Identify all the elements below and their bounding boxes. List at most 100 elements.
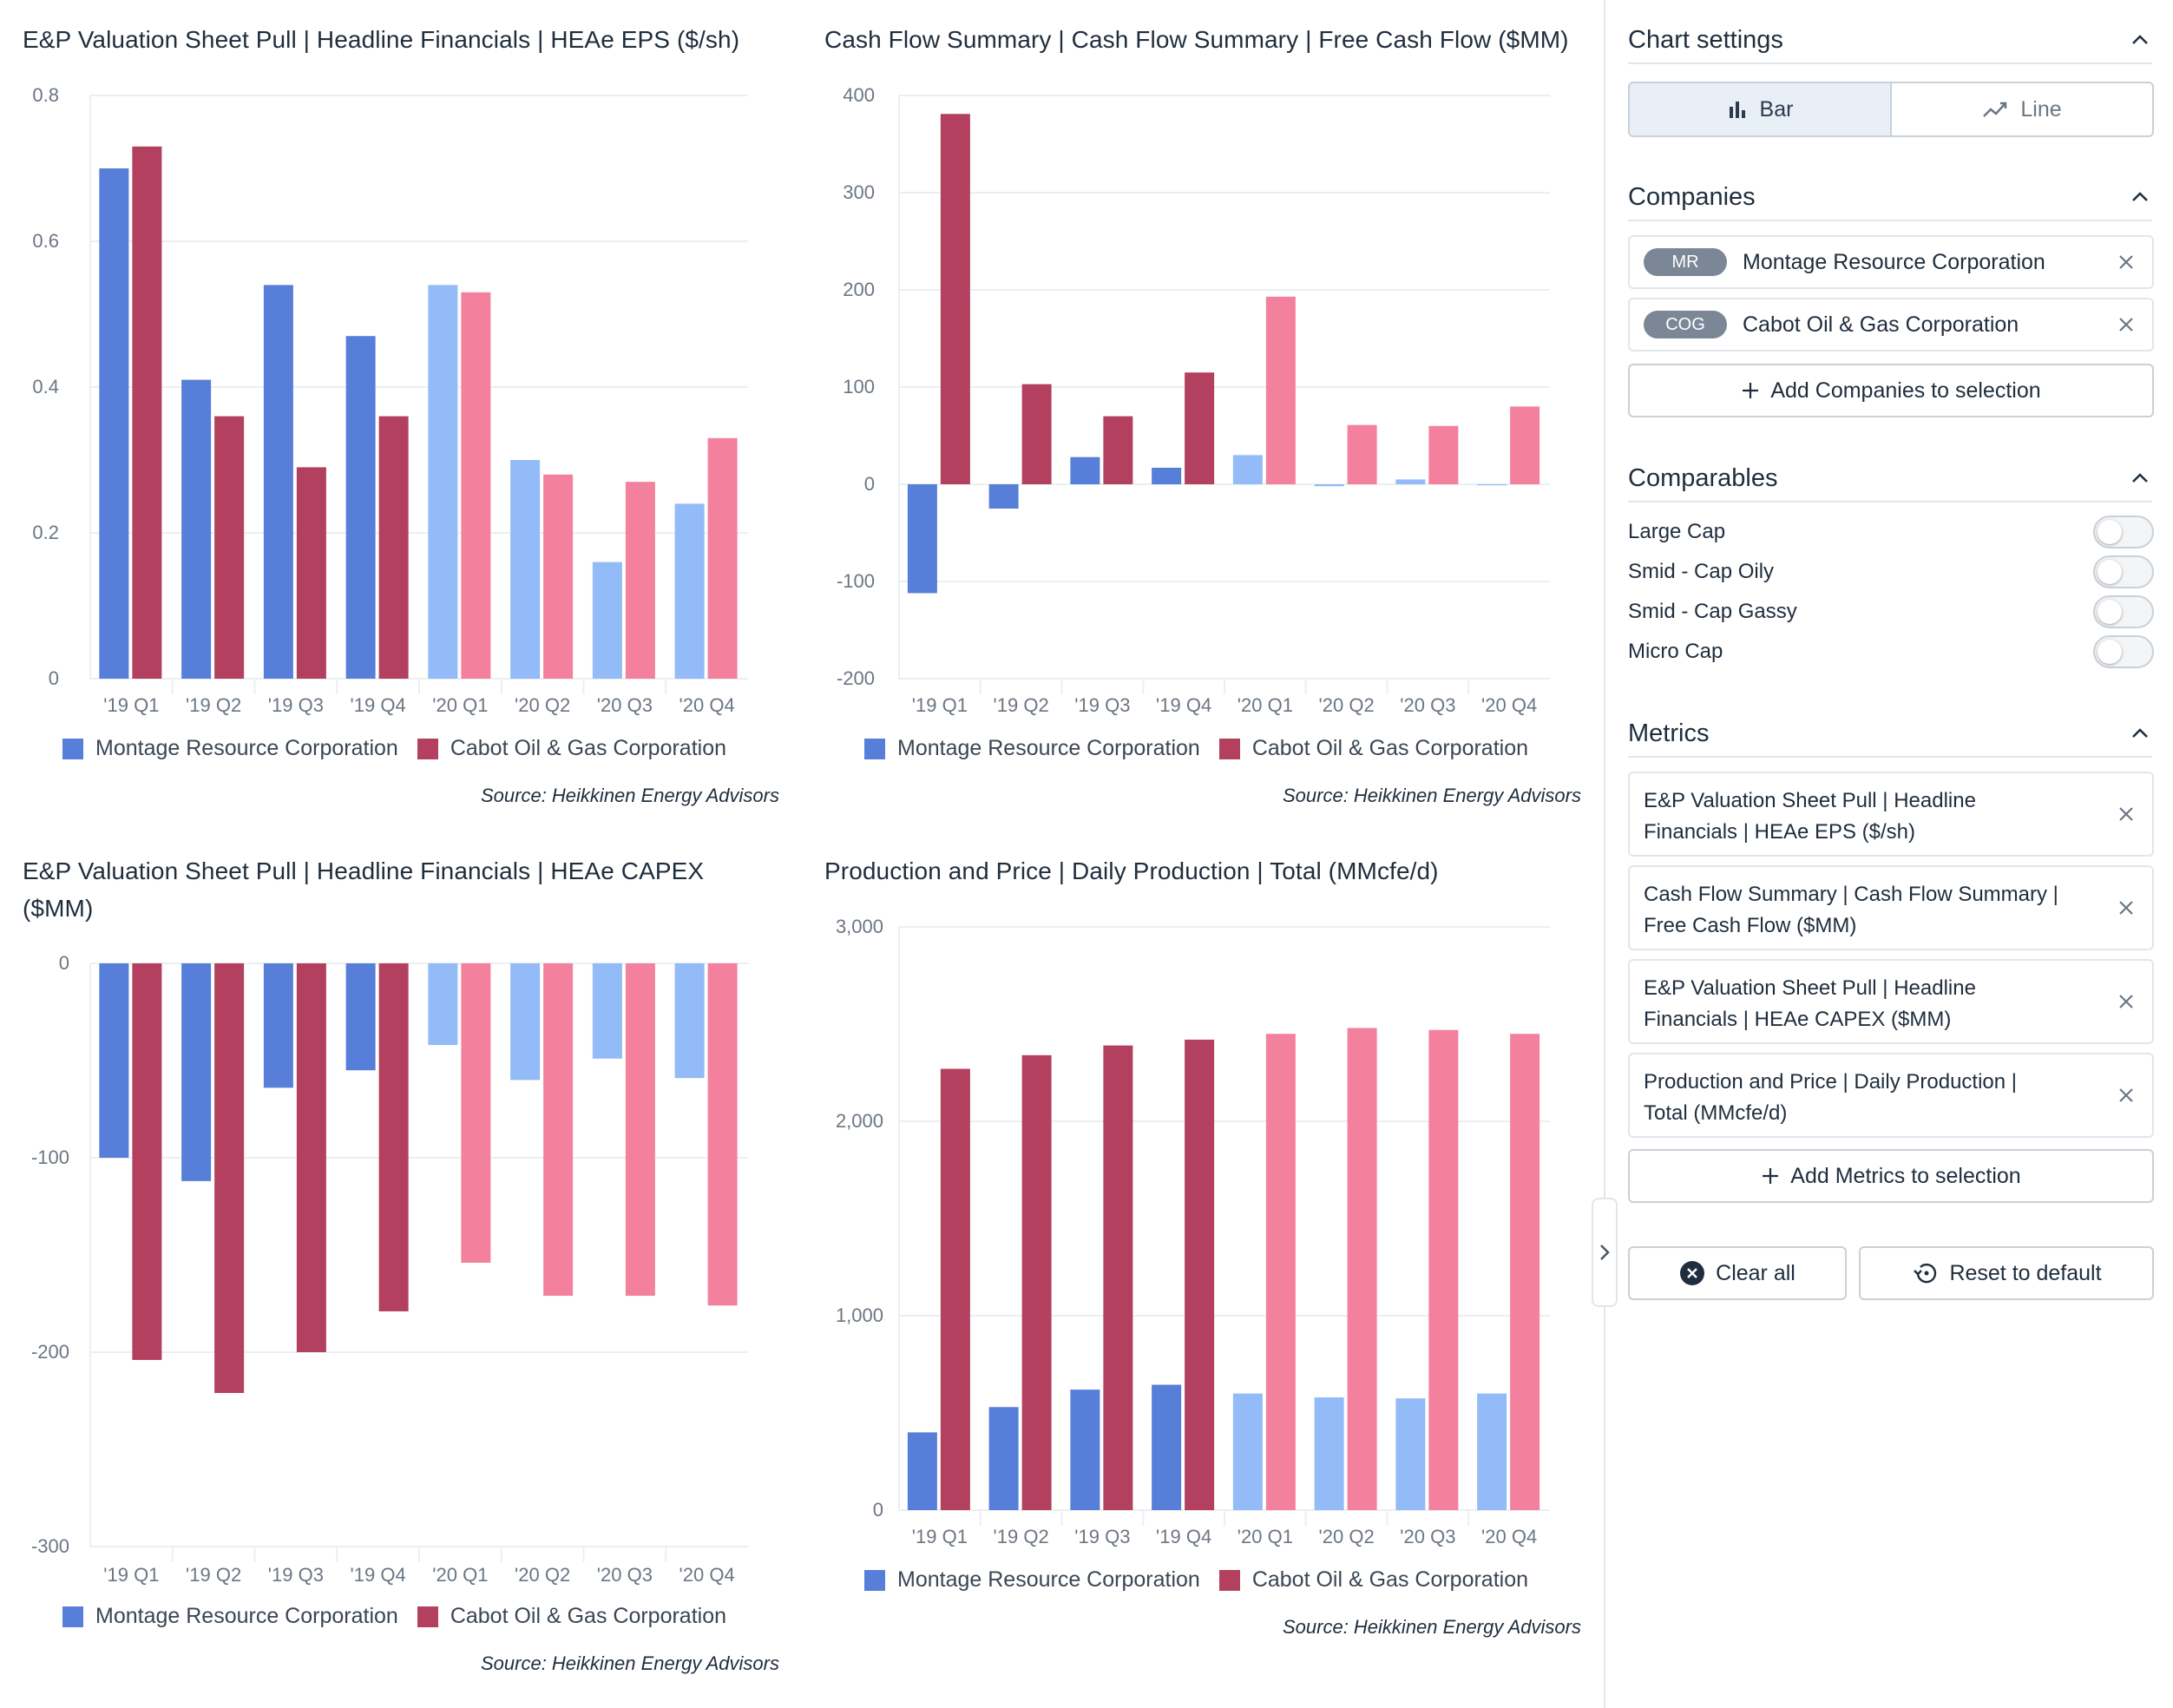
bar-cog [707,437,738,679]
legend-label: Cabot Oil & Gas Corporation [1251,736,1529,760]
remove-company-icon[interactable] [2114,250,2138,274]
legend-item-cog[interactable]: Cabot Oil & Gas Corporation [1218,1567,1528,1593]
clear-all-button[interactable]: Clear all [1628,1246,1847,1300]
comparable-label: Large Cap [1628,520,1726,543]
section-comparables[interactable]: Comparables [1628,456,2152,503]
x-tick-label: '19 Q1 [103,694,159,716]
remove-metric-icon[interactable] [2114,1083,2138,1107]
legend-item-mr[interactable]: Montage Resource Corporation [62,1604,398,1629]
metric-line: Cash Flow Summary | Cash Flow Summary | [1644,883,2058,906]
bar-cog [940,1068,970,1510]
metric-line: E&P Valuation Sheet Pull | Headline [1644,789,1976,812]
legend-swatch [417,738,438,759]
y-tick-label: 0 [59,952,69,974]
metric-item-fcf: Cash Flow Summary | Cash Flow Summary | … [1628,865,2154,950]
x-tick-label: '20 Q4 [679,694,735,716]
bar-mr [181,963,212,1181]
sidebar-collapse-handle[interactable] [1592,1198,1618,1307]
legend-label: Montage Resource Corporation [95,736,398,760]
bar-mr [181,379,212,679]
chevron-up-icon[interactable] [2128,28,2152,52]
y-tick-label: 0 [49,667,59,689]
x-tick-label: '19 Q4 [1156,1526,1211,1547]
bar-mr [988,1407,1019,1510]
remove-metric-icon[interactable] [2114,802,2138,826]
legend-item-mr[interactable]: Montage Resource Corporation [864,736,1200,761]
bar-mr [1232,1393,1263,1510]
add-metrics-button[interactable]: Add Metrics to selection [1628,1149,2154,1203]
comparable-toggle[interactable] [2093,595,2154,628]
bar-cog [1428,425,1459,484]
bar-cog [378,416,409,679]
x-tick-label: '19 Q2 [186,694,241,716]
bar-cog [1185,372,1215,484]
plus-icon [1743,383,1759,398]
legend-swatch [417,1606,438,1627]
metric-item-capex: E&P Valuation Sheet Pull | Headline Fina… [1628,959,2154,1044]
bar-chart-button[interactable]: Bar [1630,83,1892,135]
section-companies[interactable]: Companies [1628,174,2152,221]
legend-item-cog[interactable]: Cabot Oil & Gas Corporation [417,736,726,761]
x-tick-label: '19 Q2 [994,1526,1049,1547]
remove-metric-icon[interactable] [2114,896,2138,920]
comparable-toggle[interactable] [2093,635,2154,668]
reset-default-button[interactable]: Reset to default [1859,1246,2154,1300]
chevron-up-icon[interactable] [2128,721,2152,746]
metric-line: Free Cash Flow ($MM) [1644,914,1857,937]
comparable-toggle[interactable] [2093,516,2154,549]
section-metrics[interactable]: Metrics [1628,711,2152,758]
bar-mr [592,562,622,679]
chart-title: Production and Price | Daily Production … [824,857,1439,884]
remove-company-icon[interactable] [2114,312,2138,337]
metric-line: Financials | HEAe CAPEX ($MM) [1644,1008,1952,1031]
bar-cog [461,963,491,1263]
legend-item-mr[interactable]: Montage Resource Corporation [864,1567,1200,1593]
legend-swatch [864,738,885,759]
y-tick-label: 0.8 [32,84,59,106]
chart-source: Source: Heikkinen Energy Advisors [480,785,779,806]
section-title: Companies [1628,182,1756,211]
bar-cog [296,963,326,1352]
bar-mr [592,963,622,1059]
section-chart-settings[interactable]: Chart settings [1628,17,2152,64]
line-chart-button[interactable]: Line [1892,83,2152,135]
bar-mr [1477,484,1507,486]
legend-label: Cabot Oil & Gas Corporation [450,1604,727,1628]
bar-cog [1185,1039,1215,1510]
metric-line: Production and Price | Daily Production … [1644,1070,2018,1094]
y-tick-label: 0 [873,1499,883,1521]
y-tick-label: -200 [837,667,875,689]
y-tick-label: 3,000 [836,916,883,937]
company-name: Montage Resource Corporation [1743,249,2045,274]
chevron-up-icon[interactable] [2128,185,2152,209]
bar-cog [1510,1034,1540,1510]
x-tick-label: '20 Q1 [1237,1526,1293,1547]
chart-title: E&P Valuation Sheet Pull | Headline Fina… [23,26,740,53]
metric-line: E&P Valuation Sheet Pull | Headline [1644,976,1976,1000]
y-tick-label: 100 [843,376,875,397]
x-tick-label: '20 Q4 [1481,1526,1537,1547]
legend-swatch [62,738,83,759]
company-chip-mr: MR Montage Resource Corporation [1628,235,2154,289]
x-tick-label: '20 Q3 [597,694,653,716]
legend-swatch [1218,738,1240,759]
add-companies-button[interactable]: Add Companies to selection [1628,364,2154,417]
chevron-up-icon[interactable] [2128,466,2152,490]
x-tick-label: '19 Q1 [103,1564,159,1586]
remove-metric-icon[interactable] [2114,989,2138,1014]
bar-mr [1314,1397,1344,1510]
x-tick-label: '20 Q4 [1481,694,1537,716]
x-tick-label: '19 Q3 [1074,694,1130,716]
chart-panel-production: Production and Price | Daily Production … [824,852,1588,904]
bar-cog [214,963,245,1394]
legend-item-cog[interactable]: Cabot Oil & Gas Corporation [1218,736,1529,761]
bar-mr [345,336,376,679]
legend-item-mr[interactable]: Montage Resource Corporation [62,736,398,761]
chart-production: 3,000 2,000 1,000 0 '19 Q1 '19 Q2 '19 Q3 '19 Q4… [836,916,1550,1547]
bar-mr [907,484,937,594]
y-tick-label: 300 [843,181,875,203]
legend-item-cog[interactable]: Cabot Oil & Gas Corporation [417,1604,726,1629]
chart-legend: Montage Resource Corporation Cabot Oil &… [864,1567,1528,1593]
comparable-toggle[interactable] [2093,555,2154,588]
chart-panel-fcf: Cash Flow Summary | Cash Flow Summary | … [824,21,1588,819]
